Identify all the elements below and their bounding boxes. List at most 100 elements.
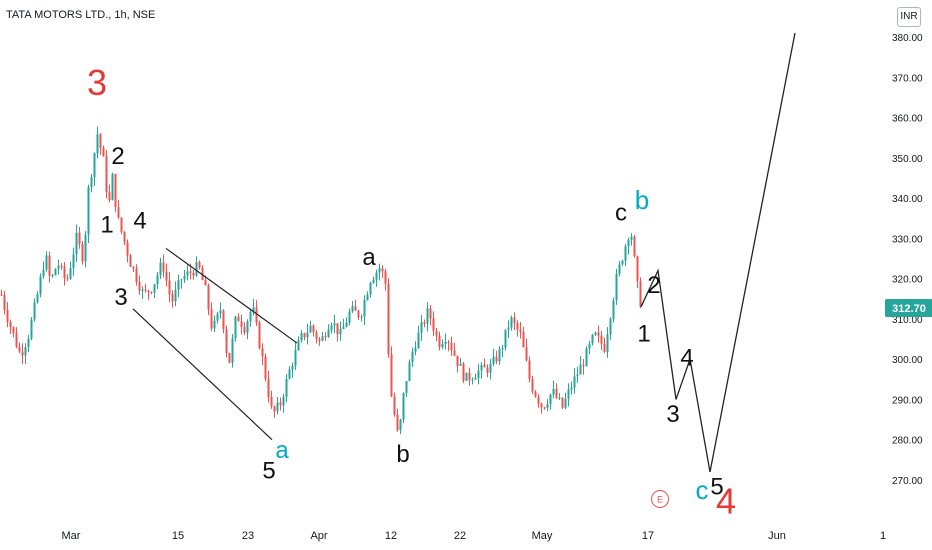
candle-body: [186, 271, 189, 276]
candle: [528, 356, 531, 383]
events-badge-letter[interactable]: E: [657, 495, 663, 505]
candle-body: [189, 271, 192, 273]
candle-body: [615, 273, 618, 301]
candle: [522, 326, 525, 348]
events-badge-circle[interactable]: [651, 490, 669, 508]
candle-body: [213, 320, 216, 329]
candle-body: [66, 278, 69, 280]
candle-body: [516, 322, 519, 330]
candle-body: [366, 294, 369, 300]
candle-body: [297, 340, 300, 351]
candle-body: [549, 394, 552, 405]
candle-body: [441, 343, 444, 348]
candle: [129, 253, 132, 267]
candle: [201, 265, 204, 281]
candle: [564, 392, 567, 410]
wave-label: b: [396, 441, 409, 468]
candle-body: [432, 318, 435, 331]
candle-body: [168, 280, 171, 295]
currency-button[interactable]: INR: [897, 7, 921, 27]
wave-label: 2: [111, 143, 124, 170]
candle: [264, 353, 267, 382]
candle: [420, 315, 423, 341]
candle: [84, 231, 87, 268]
candle-body: [93, 153, 96, 178]
candle: [159, 257, 162, 280]
candle: [294, 341, 297, 370]
wave-label: a: [362, 244, 376, 271]
candle: [24, 343, 27, 365]
candle-body: [321, 336, 324, 341]
candle: [366, 291, 369, 301]
candle-body: [399, 419, 402, 431]
candle: [138, 275, 141, 295]
candle: [21, 343, 24, 365]
x-tick-label: May: [532, 530, 553, 542]
candle-body: [627, 239, 630, 247]
candle: [51, 273, 54, 278]
candle: [234, 315, 237, 342]
candle: [390, 346, 393, 398]
candle: [291, 362, 294, 378]
candle-body: [525, 347, 528, 361]
candle: [474, 373, 477, 380]
candle: [549, 393, 552, 410]
candle: [450, 336, 453, 356]
candle: [198, 260, 201, 270]
candle-body: [573, 376, 576, 388]
candle: [225, 325, 228, 358]
candle: [243, 322, 246, 336]
candle-body: [396, 414, 399, 431]
events-badge[interactable]: E: [651, 490, 669, 508]
candle: [270, 390, 273, 409]
candle-body: [591, 334, 594, 344]
candle-body: [579, 364, 582, 375]
candle-body: [69, 268, 72, 279]
candle: [459, 357, 462, 366]
candle-body: [438, 335, 441, 348]
candle-body: [612, 300, 615, 319]
candle-body: [90, 177, 93, 188]
candle: [312, 324, 315, 337]
candle: [444, 333, 447, 350]
candle: [303, 332, 306, 341]
candle-body: [621, 260, 624, 265]
candle: [465, 372, 468, 381]
candle-body: [429, 308, 432, 319]
wave-label: 4: [680, 345, 693, 372]
candle: [495, 350, 498, 365]
candle-body: [288, 369, 291, 379]
candle-body: [393, 396, 396, 415]
candle-body: [210, 309, 213, 329]
candle: [192, 269, 195, 280]
candle-body: [606, 334, 609, 352]
candle: [537, 394, 540, 408]
candle-body: [57, 265, 60, 269]
candle: [288, 366, 291, 380]
y-tick-label: 320.00: [892, 275, 923, 286]
candle: [105, 150, 108, 199]
candle: [162, 254, 165, 278]
candle: [222, 309, 225, 334]
candle: [471, 377, 474, 385]
candle: [33, 298, 36, 322]
candle: [633, 234, 636, 258]
candle: [102, 145, 105, 157]
candle-body: [513, 317, 516, 323]
candle-body: [267, 378, 270, 398]
candle-body: [48, 255, 51, 276]
candle: [363, 295, 366, 325]
candle: [609, 317, 612, 340]
wave-label: c: [615, 200, 627, 227]
candle-body: [72, 254, 75, 269]
candle-body: [102, 147, 105, 157]
candle-body: [582, 364, 585, 367]
candle: [600, 330, 603, 350]
candle-body: [258, 322, 261, 349]
candle-body: [528, 360, 531, 379]
candle-body: [603, 343, 606, 352]
candle: [327, 324, 330, 338]
candle: [612, 297, 615, 323]
candle-body: [306, 332, 309, 338]
